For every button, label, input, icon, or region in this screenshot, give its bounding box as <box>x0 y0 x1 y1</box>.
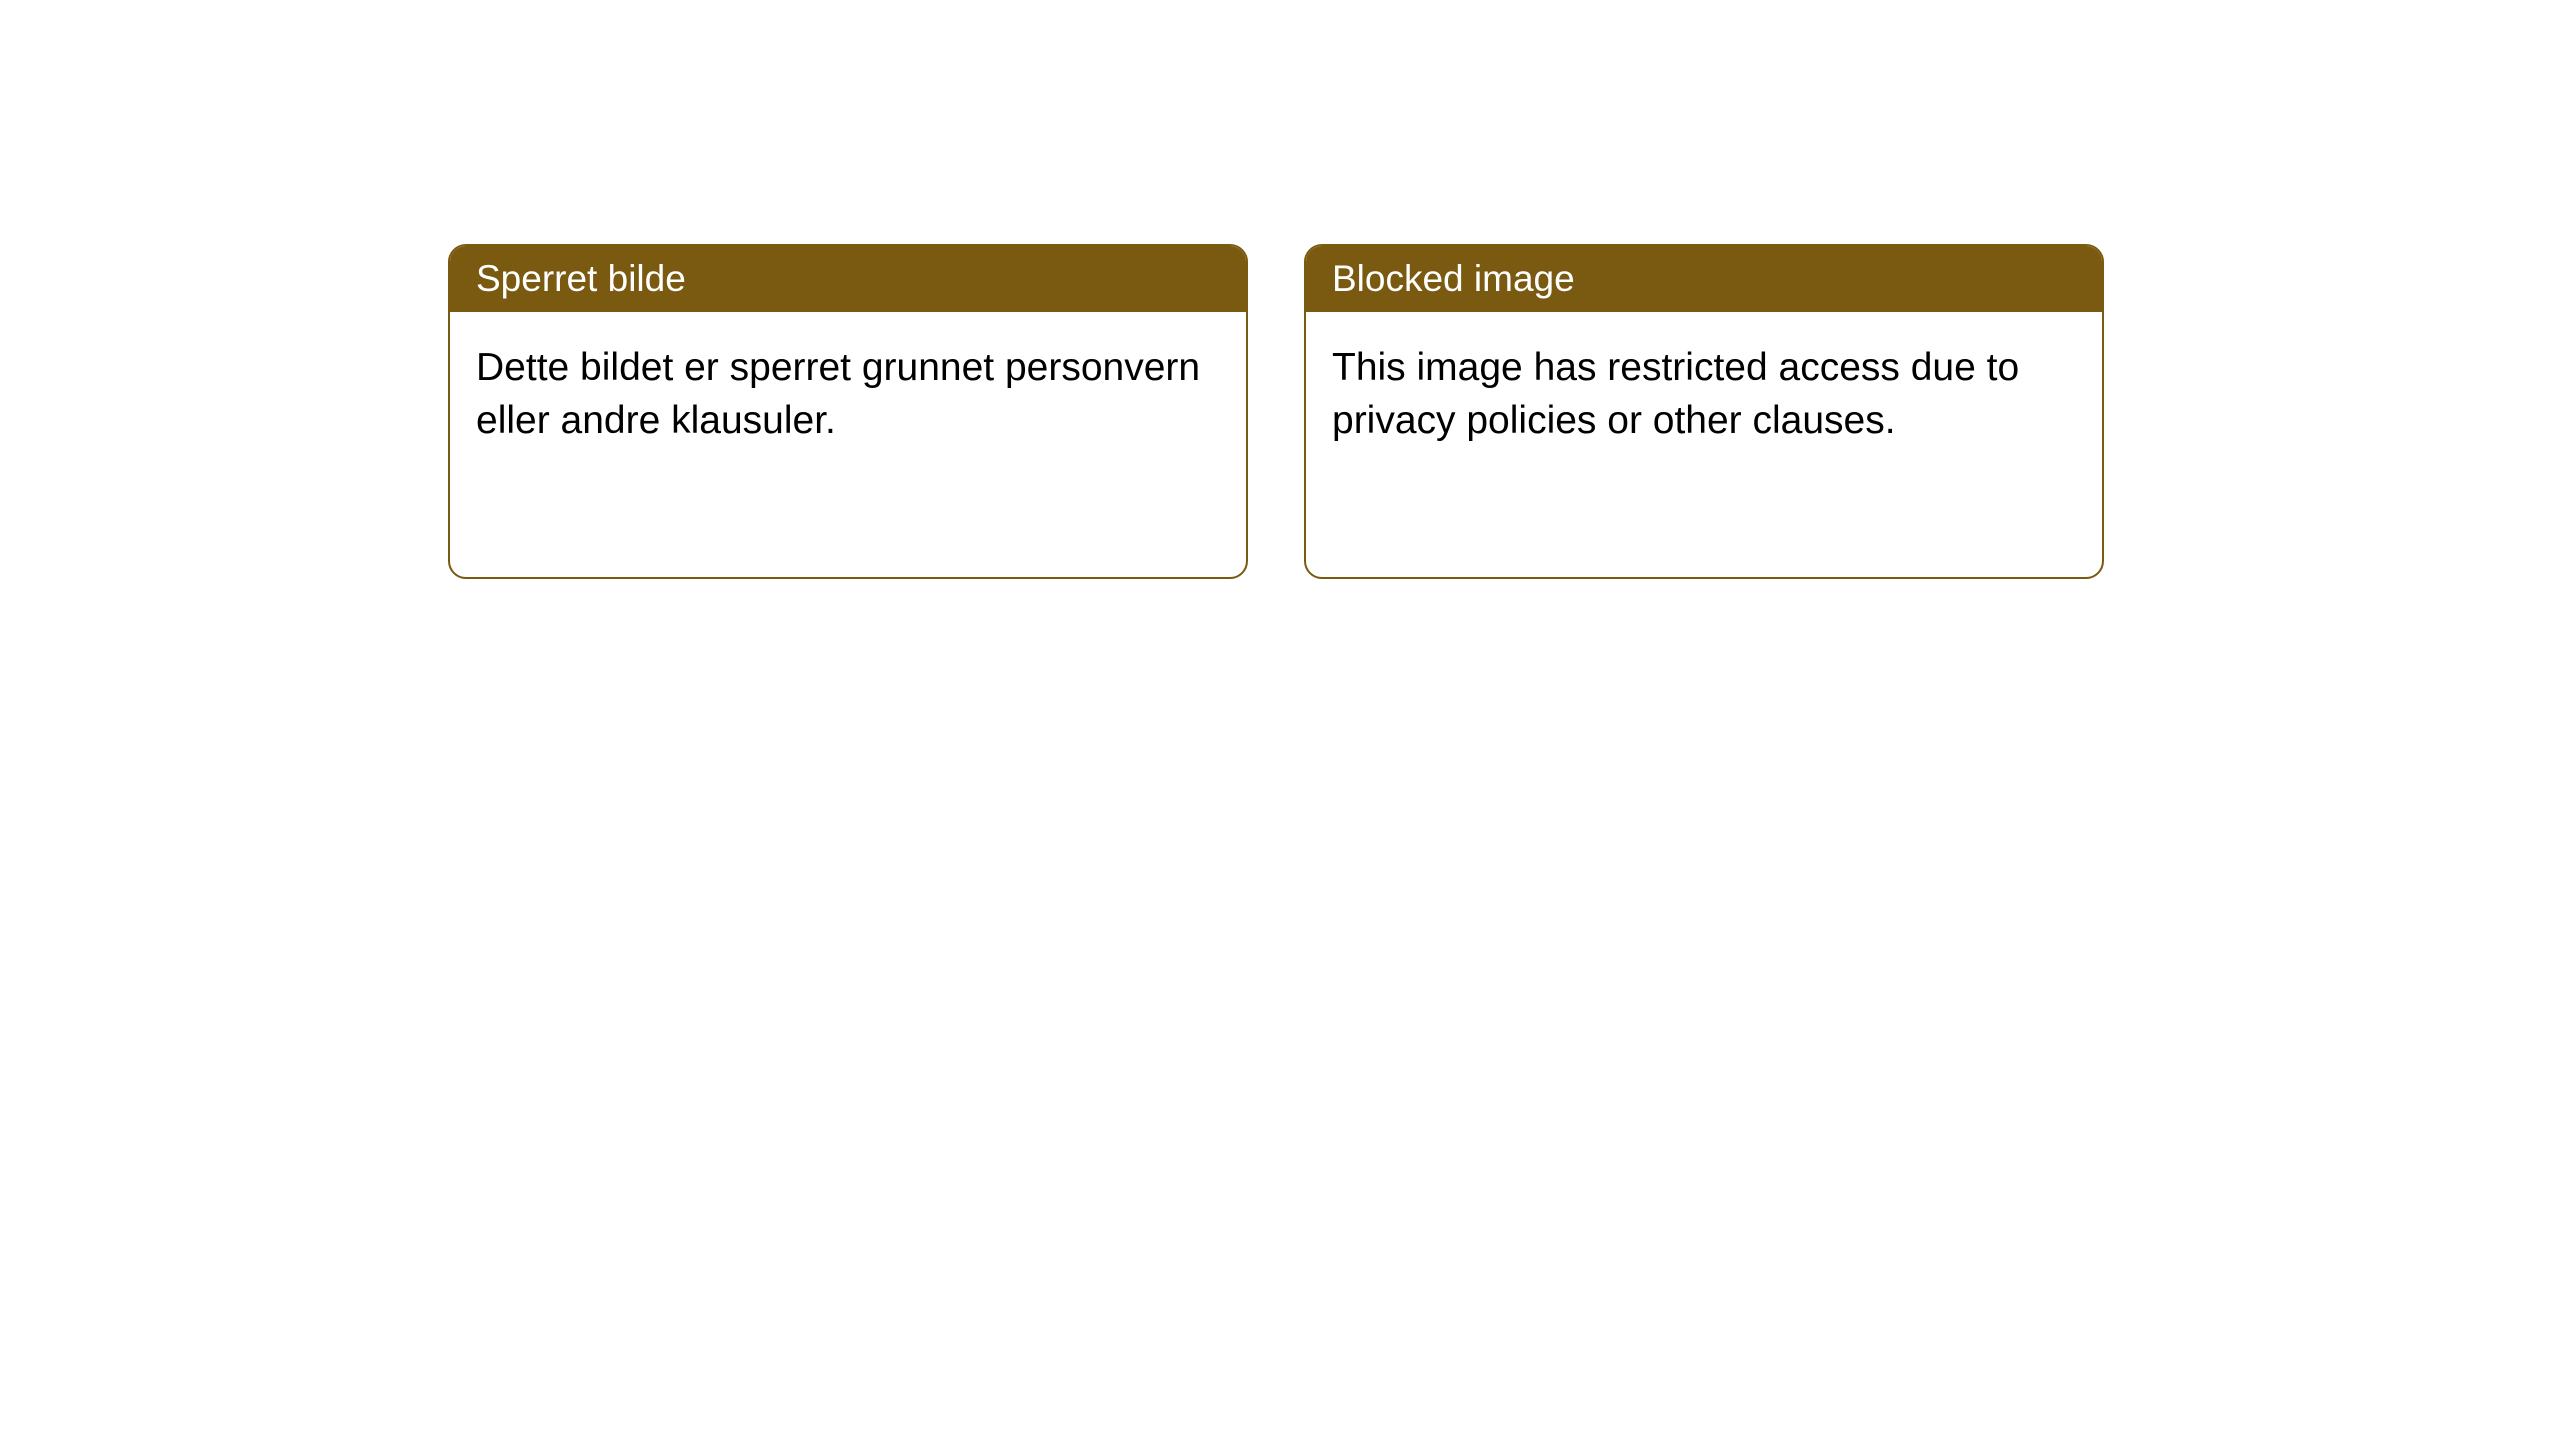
notice-container: Sperret bilde Dette bildet er sperret gr… <box>448 244 2104 579</box>
card-header: Blocked image <box>1306 246 2102 312</box>
card-body: Dette bildet er sperret grunnet personve… <box>450 312 1246 477</box>
card-body-text: This image has restricted access due to … <box>1332 346 2019 442</box>
card-header: Sperret bilde <box>450 246 1246 312</box>
blocked-image-card-no: Sperret bilde Dette bildet er sperret gr… <box>448 244 1248 579</box>
blocked-image-card-en: Blocked image This image has restricted … <box>1304 244 2104 579</box>
card-body: This image has restricted access due to … <box>1306 312 2102 477</box>
card-title: Sperret bilde <box>476 258 686 299</box>
card-title: Blocked image <box>1332 258 1575 299</box>
card-body-text: Dette bildet er sperret grunnet personve… <box>476 346 1200 442</box>
